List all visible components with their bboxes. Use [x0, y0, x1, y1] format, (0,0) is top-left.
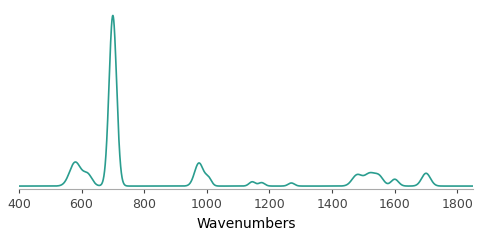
X-axis label: Wavenumbers: Wavenumbers [196, 217, 296, 231]
